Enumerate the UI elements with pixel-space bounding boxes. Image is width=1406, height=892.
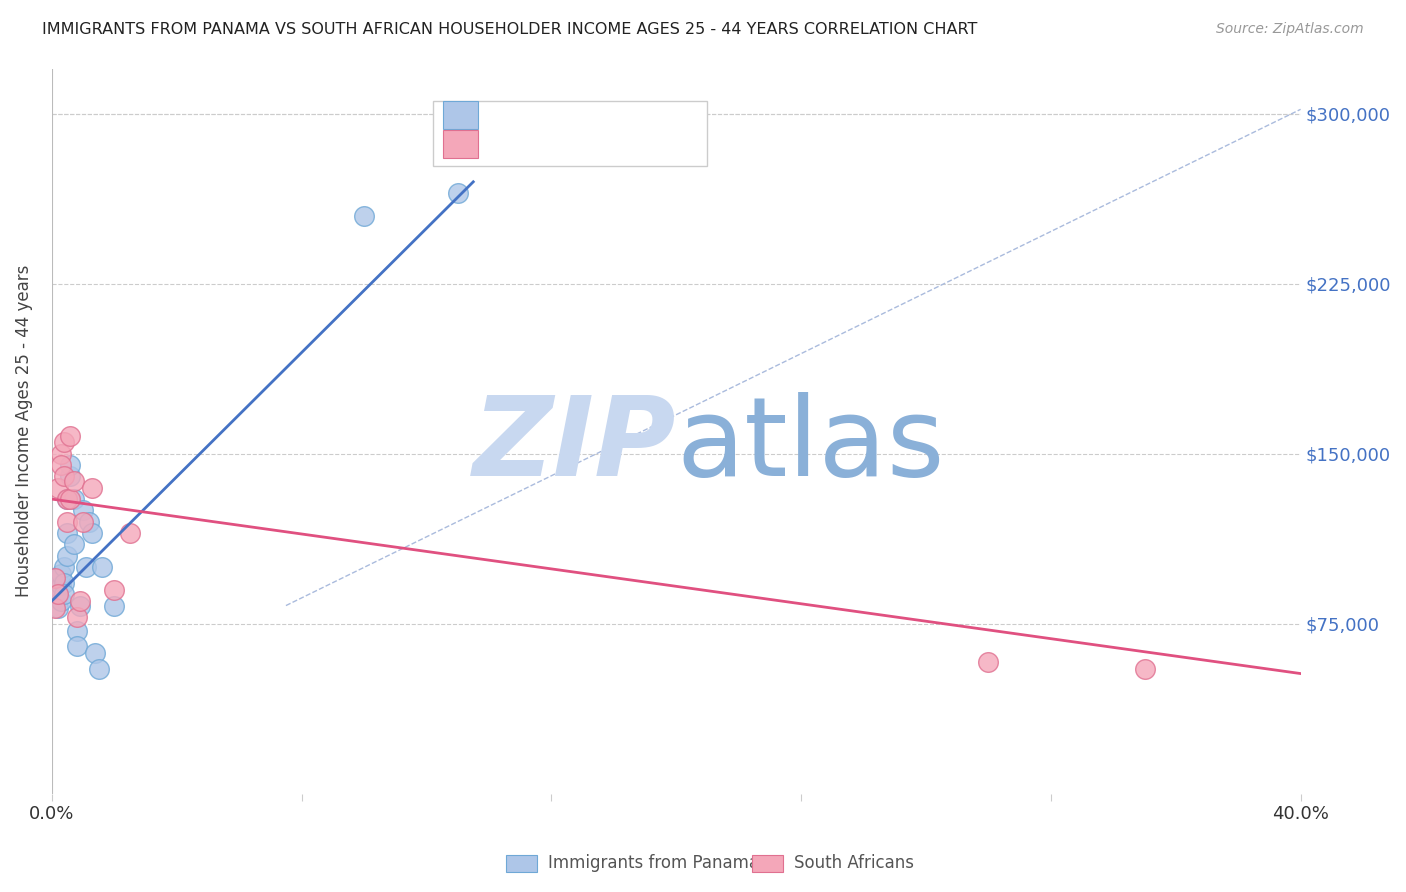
Point	[53, 469, 76, 483]
Point	[56, 492, 79, 507]
Point	[44, 600, 66, 615]
Point	[66, 624, 89, 638]
Point	[82, 526, 104, 541]
Point	[353, 209, 375, 223]
Point	[44, 587, 66, 601]
Text: Source: ZipAtlas.com: Source: ZipAtlas.com	[1216, 22, 1364, 37]
Text: R =: R =	[492, 106, 537, 124]
Point	[44, 571, 66, 585]
Point	[49, 566, 72, 581]
Text: N =: N =	[585, 106, 637, 124]
Text: 21: 21	[645, 135, 671, 153]
Text: South Africans: South Africans	[794, 855, 914, 872]
Point	[53, 435, 76, 450]
Point	[44, 571, 66, 585]
Point	[56, 526, 79, 541]
Point	[46, 582, 69, 597]
Point	[103, 599, 125, 613]
Point	[90, 560, 112, 574]
Point	[49, 578, 72, 592]
Point	[977, 655, 1000, 669]
Point	[53, 576, 76, 591]
Point	[87, 662, 110, 676]
Point	[53, 587, 76, 601]
Point	[49, 458, 72, 472]
Text: 30: 30	[638, 106, 664, 124]
Point	[56, 549, 79, 563]
Point	[59, 458, 82, 472]
Point	[46, 481, 69, 495]
Point	[69, 599, 91, 613]
Text: 0.687: 0.687	[536, 106, 592, 124]
Point	[62, 474, 84, 488]
FancyBboxPatch shape	[433, 101, 707, 167]
Point	[75, 560, 97, 574]
Point	[62, 492, 84, 507]
Point	[46, 600, 69, 615]
FancyBboxPatch shape	[443, 130, 478, 158]
Point	[59, 492, 82, 507]
Point	[446, 186, 468, 201]
Point	[1133, 662, 1156, 676]
Text: IMMIGRANTS FROM PANAMA VS SOUTH AFRICAN HOUSEHOLDER INCOME AGES 25 - 44 YEARS CO: IMMIGRANTS FROM PANAMA VS SOUTH AFRICAN …	[42, 22, 977, 37]
Point	[46, 587, 69, 601]
Point	[56, 515, 79, 529]
Point	[77, 515, 100, 529]
Point	[56, 492, 79, 507]
Text: atlas: atlas	[676, 392, 945, 500]
Text: -0.496: -0.496	[530, 135, 595, 153]
Point	[118, 526, 141, 541]
Point	[59, 469, 82, 483]
Point	[49, 594, 72, 608]
Text: ZIP: ZIP	[472, 392, 676, 500]
Point	[72, 503, 94, 517]
Point	[59, 428, 82, 442]
Point	[53, 560, 76, 574]
Text: R =: R =	[492, 135, 531, 153]
Point	[66, 640, 89, 654]
Text: Immigrants from Panama: Immigrants from Panama	[548, 855, 759, 872]
Point	[84, 646, 107, 660]
Point	[69, 594, 91, 608]
Y-axis label: Householder Income Ages 25 - 44 years: Householder Income Ages 25 - 44 years	[15, 265, 32, 598]
Text: N =: N =	[595, 135, 647, 153]
Point	[66, 610, 89, 624]
FancyBboxPatch shape	[443, 101, 478, 128]
Point	[49, 447, 72, 461]
Point	[62, 537, 84, 551]
Point	[82, 481, 104, 495]
Point	[72, 515, 94, 529]
Point	[103, 582, 125, 597]
